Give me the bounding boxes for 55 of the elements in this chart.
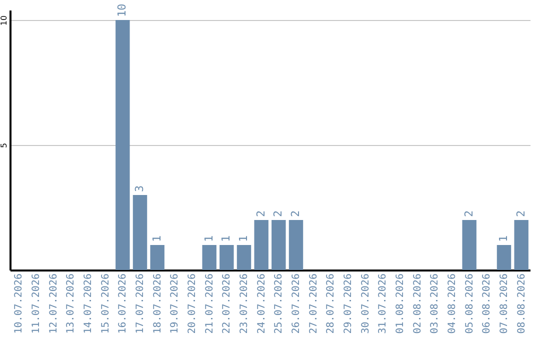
data-label: 1 xyxy=(150,235,164,242)
x-tick-label: 05.08.2026 xyxy=(464,274,476,334)
x-tick-label: 11.07.2026 xyxy=(31,274,42,334)
data-label: 10 xyxy=(116,4,129,17)
x-tick-label: 19.07.2026 xyxy=(170,274,181,334)
bar xyxy=(132,195,148,270)
x-tick-label: 30.07.2026 xyxy=(360,274,372,334)
x-tick-label: 04.08.2026 xyxy=(447,274,458,334)
data-label: 2 xyxy=(462,210,476,217)
x-tick-label: 17.07.2026 xyxy=(135,274,146,334)
x-tick-label: 28.07.2026 xyxy=(326,274,337,334)
x-tick-label: 13.07.2026 xyxy=(66,274,77,334)
data-label: 1 xyxy=(497,235,510,242)
x-tick-label: 15.07.2026 xyxy=(100,274,112,334)
data-label: 2 xyxy=(254,210,268,217)
x-tick-label: 06.08.2026 xyxy=(482,274,493,334)
x-tick-label: 29.07.2026 xyxy=(343,274,354,334)
bar xyxy=(202,245,216,270)
bar xyxy=(514,220,528,270)
y-tick-label: 5 xyxy=(0,142,8,148)
x-tick-label: 26.07.2026 xyxy=(291,274,302,334)
data-label: 2 xyxy=(289,210,302,217)
data-label: 1 xyxy=(237,235,250,242)
bar xyxy=(496,245,512,270)
x-tick-label: 22.07.2026 xyxy=(222,274,233,334)
bar xyxy=(116,20,130,270)
x-tick-label: 25.07.2026 xyxy=(274,274,285,334)
data-label: 3 xyxy=(133,185,146,192)
data-label: 1 xyxy=(220,235,233,242)
bar xyxy=(236,245,252,270)
x-tick-label: 24.07.2026 xyxy=(256,274,268,334)
x-tick-label: 03.08.2026 xyxy=(430,274,441,334)
data-label: 2 xyxy=(514,210,528,217)
x-tick-label: 08.08.2026 xyxy=(516,274,528,334)
bar xyxy=(254,220,268,270)
x-tick-label: 21.07.2026 xyxy=(204,274,216,334)
data-label: 1 xyxy=(202,235,216,242)
x-tick-label: 31.07.2026 xyxy=(378,274,389,334)
x-tick-label: 10.07.2026 xyxy=(14,274,25,334)
x-tick-label: 12.07.2026 xyxy=(48,274,60,334)
bar xyxy=(272,220,286,270)
x-tick-label: 01.08.2026 xyxy=(395,274,406,334)
x-tick-label: 14.07.2026 xyxy=(83,274,94,334)
x-tick-label: 23.07.2026 xyxy=(239,274,250,334)
data-label: 2 xyxy=(272,210,285,217)
x-tick-label: 02.08.2026 xyxy=(412,274,424,334)
x-tick-label: 16.07.2026 xyxy=(118,274,129,334)
x-tick-label: 07.08.2026 xyxy=(499,274,510,334)
x-tick-label: 18.07.2026 xyxy=(152,274,164,334)
bar xyxy=(220,245,234,270)
bar xyxy=(150,245,164,270)
bar xyxy=(288,220,304,270)
bar xyxy=(462,220,476,270)
x-tick-label: 27.07.2026 xyxy=(308,274,320,334)
x-tick-label: 20.07.2026 xyxy=(187,274,198,334)
